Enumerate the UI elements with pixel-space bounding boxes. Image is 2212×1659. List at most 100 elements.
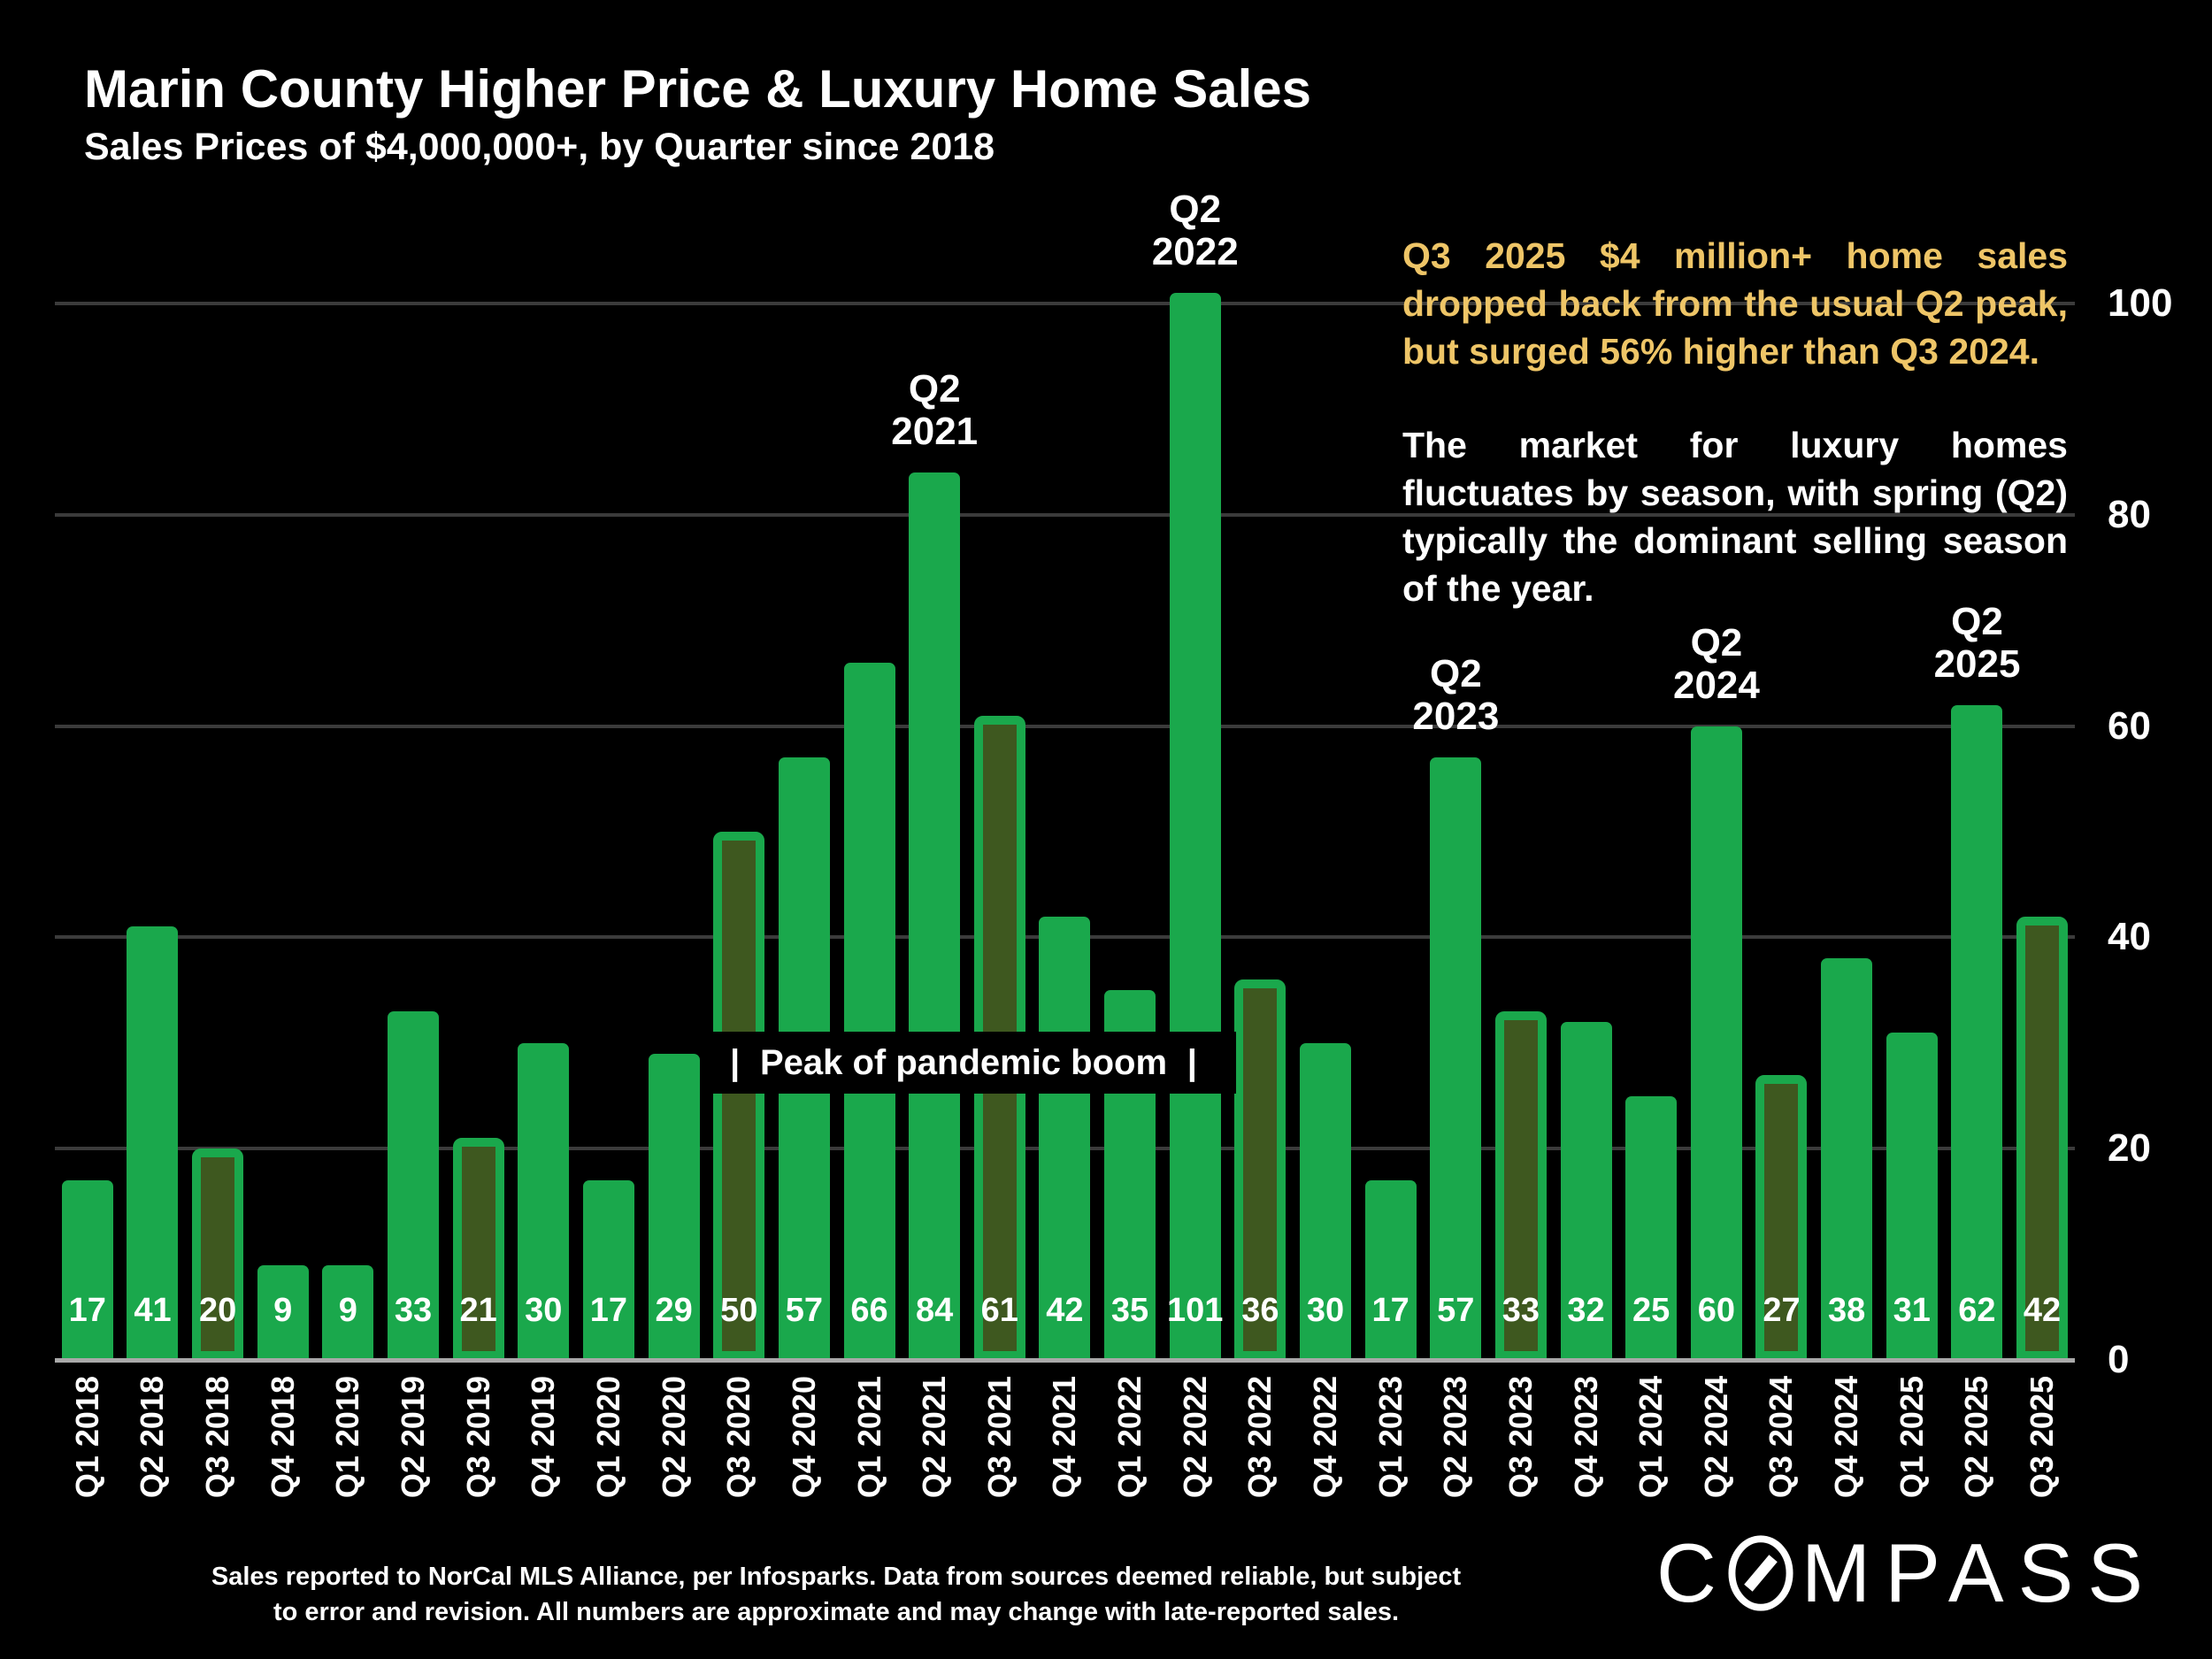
bar bbox=[1690, 726, 1742, 1360]
bar-slot-Q3-2020: 50 Q3 2020 bbox=[706, 303, 772, 1498]
x-axis-tick-label: Q2 2020 bbox=[655, 1376, 692, 1499]
bar-value-label: 61 bbox=[980, 1292, 1018, 1329]
bar bbox=[1169, 293, 1221, 1360]
footer-disclaimer: Sales reported to NorCal MLS Alliance, p… bbox=[133, 1559, 1540, 1630]
y-axis-tick-label-60: 60 bbox=[2108, 703, 2151, 748]
bar-slot-Q1-2022: 35 Q1 2022 bbox=[1097, 303, 1163, 1498]
bar-value-label: 31 bbox=[1893, 1292, 1931, 1329]
bar bbox=[322, 1264, 374, 1360]
bar bbox=[1039, 916, 1091, 1360]
bar-slot-Q3-2022: 36 Q3 2022 bbox=[1228, 303, 1294, 1498]
bar bbox=[713, 832, 765, 1360]
bar-value-label: 30 bbox=[1306, 1292, 1345, 1329]
bar bbox=[1430, 757, 1482, 1360]
x-axis-tick-label: Q2 2019 bbox=[395, 1376, 432, 1499]
x-axis-tick-label: Q1 2020 bbox=[589, 1376, 626, 1499]
bar-value-label: 42 bbox=[2023, 1292, 2062, 1329]
bar-value-label: 57 bbox=[1437, 1292, 1475, 1329]
peak-annotation-year: 2024 bbox=[1672, 663, 1760, 707]
peak-annotation-Q2-2022: Q2 2022 bbox=[1089, 188, 1302, 273]
peak-annotation-Q2-2021: Q2 2021 bbox=[828, 368, 1041, 453]
bar-slot-Q2-2023: 57 Q2 2023 bbox=[1423, 303, 1488, 1498]
x-axis-tick-label: Q4 2021 bbox=[1046, 1376, 1083, 1499]
bar bbox=[61, 1180, 113, 1360]
bar-slot-Q2-2020: 29 Q2 2020 bbox=[641, 303, 707, 1498]
bar-value-label: 30 bbox=[525, 1292, 563, 1329]
compass-logo: C MPASS bbox=[1656, 1526, 2157, 1619]
x-axis-tick-label: Q1 2024 bbox=[1632, 1376, 1670, 1499]
bar-value-label: 32 bbox=[1567, 1292, 1605, 1329]
bar bbox=[452, 1138, 504, 1360]
bars-container: 17 Q1 2018 41 Q2 2018 20 Q3 2018 9 Q4 2018 9 Q1 2… bbox=[55, 293, 2075, 1498]
peak-annotation-Q2-2024: Q2 2024 bbox=[1610, 620, 1823, 707]
bar-value-label: 27 bbox=[1763, 1292, 1801, 1329]
commentary-block: Q3 2025 $4 million+ home sales dropped b… bbox=[1402, 232, 2068, 612]
bar bbox=[1755, 1074, 1808, 1360]
x-axis-tick-label: Q2 2023 bbox=[1437, 1376, 1474, 1499]
y-axis-tick-label-100: 100 bbox=[2108, 281, 2173, 325]
gridline-100 bbox=[55, 302, 2075, 305]
bar-slot-Q1-2020: 17 Q1 2020 bbox=[576, 303, 641, 1498]
bar-slot-Q2-2019: 33 Q2 2019 bbox=[380, 303, 446, 1498]
peak-annotation-quarter: Q2 bbox=[1690, 620, 1743, 664]
peak-annotation-quarter: Q2 bbox=[1430, 652, 1482, 696]
bar-value-label: 17 bbox=[1371, 1292, 1409, 1329]
y-axis-tick-label-0: 0 bbox=[2108, 1338, 2130, 1381]
y-axis-tick-label-40: 40 bbox=[2108, 915, 2151, 959]
x-axis-tick-label: Q2 2021 bbox=[916, 1376, 953, 1499]
x-axis-tick-label: Q1 2022 bbox=[1111, 1376, 1148, 1499]
x-axis-tick-label: Q3 2025 bbox=[2024, 1376, 2061, 1499]
peak-annotation-year: 2025 bbox=[1933, 641, 2021, 686]
x-axis-tick-label: Q1 2019 bbox=[329, 1376, 366, 1499]
bar bbox=[192, 1148, 244, 1360]
bar-value-label: 101 bbox=[1167, 1292, 1224, 1329]
bar bbox=[909, 472, 961, 1360]
bar bbox=[127, 926, 179, 1360]
bar bbox=[1560, 1021, 1612, 1360]
bar-value-label: 33 bbox=[1502, 1292, 1540, 1329]
bar-slot-Q4-2024: 38 Q4 2024 bbox=[1814, 303, 1879, 1498]
peak-annotation-Q2-2025: Q2 2025 bbox=[1871, 599, 2084, 686]
commentary-white-text: The market for luxury homes fluctuates b… bbox=[1402, 425, 2068, 609]
bar-slot-Q2-2025: 62 Q2 2025 bbox=[1945, 303, 2010, 1498]
x-axis-tick-label: Q1 2021 bbox=[850, 1376, 887, 1499]
bar-value-label: 33 bbox=[394, 1292, 433, 1329]
gridline-80 bbox=[55, 512, 2075, 517]
bar bbox=[1494, 1010, 1547, 1360]
pandemic-right-pipe: | bbox=[1187, 1042, 1197, 1082]
bar-value-label: 35 bbox=[1110, 1292, 1149, 1329]
bar-slot-Q4-2018: 9 Q4 2018 bbox=[250, 303, 316, 1498]
bar-value-label: 9 bbox=[273, 1292, 293, 1329]
bar-slot-Q3-2024: 27 Q3 2024 bbox=[1749, 303, 1815, 1498]
bar-value-label: 9 bbox=[338, 1292, 357, 1329]
peak-annotation-quarter: Q2 bbox=[1951, 599, 2003, 643]
bar-value-label: 29 bbox=[655, 1292, 693, 1329]
compass-o-needle-icon bbox=[1728, 1535, 1793, 1611]
bar-value-label: 21 bbox=[459, 1292, 497, 1329]
footer-line-2: to error and revision. All numbers are a… bbox=[273, 1598, 1400, 1626]
x-axis-tick-label: Q3 2024 bbox=[1763, 1376, 1800, 1499]
bar bbox=[582, 1180, 634, 1360]
bar-slot-Q3-2019: 21 Q3 2019 bbox=[446, 303, 511, 1498]
x-axis-tick-label: Q3 2020 bbox=[720, 1376, 757, 1499]
peak-annotation-year: 2022 bbox=[1151, 230, 1239, 274]
y-axis-tick-label-20: 20 bbox=[2108, 1126, 2151, 1171]
bar-slot-Q4-2023: 32 Q4 2023 bbox=[1554, 303, 1619, 1498]
x-axis-tick-label: Q1 2025 bbox=[1893, 1376, 1930, 1499]
chart-title: Marin County Higher Price & Luxury Home … bbox=[84, 59, 1312, 119]
x-axis-tick-label: Q1 2018 bbox=[68, 1376, 105, 1499]
bar-slot-Q2-2024: 60 Q2 2024 bbox=[1684, 303, 1749, 1498]
x-axis-tick-label: Q2 2025 bbox=[1958, 1376, 1995, 1499]
footer-line-1: Sales reported to NorCal MLS Alliance, p… bbox=[211, 1563, 1462, 1591]
x-axis-tick-label: Q3 2021 bbox=[980, 1376, 1018, 1499]
bar-slot-Q4-2019: 30 Q4 2019 bbox=[511, 303, 576, 1498]
peak-annotation-quarter: Q2 bbox=[908, 367, 961, 411]
bar bbox=[1821, 958, 1873, 1360]
peak-annotation-Q2-2023: Q2 2023 bbox=[1349, 653, 1562, 738]
bar-value-label: 17 bbox=[589, 1292, 628, 1329]
logo-letters-mpass: MPASS bbox=[1801, 1526, 2158, 1619]
x-axis-tick-label: Q4 2023 bbox=[1567, 1376, 1604, 1499]
commentary-gold-text: Q3 2025 $4 million+ home sales dropped b… bbox=[1402, 235, 2068, 372]
bar bbox=[843, 662, 895, 1360]
chart-subtitle: Sales Prices of $4,000,000+, by Quarter … bbox=[84, 126, 995, 168]
